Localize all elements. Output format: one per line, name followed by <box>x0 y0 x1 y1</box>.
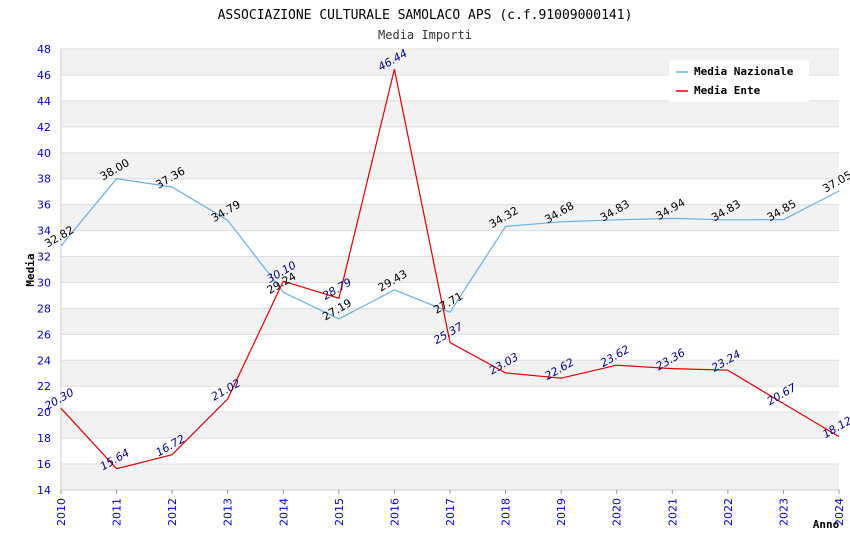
chart-subtitle: Media Importi <box>378 28 472 42</box>
x-tick-label: 2014 <box>277 498 290 526</box>
grid-band <box>61 256 839 283</box>
y-tick-label: 34 <box>37 225 51 238</box>
x-tick-label: 2024 <box>833 498 846 526</box>
y-tick-label: 20 <box>37 406 51 419</box>
y-tick-label: 46 <box>37 69 51 82</box>
y-tick-label: 32 <box>37 251 51 264</box>
y-tick-label: 14 <box>37 484 51 497</box>
series-line-media-nazionale <box>60 178 840 320</box>
y-tick-label: 44 <box>37 95 51 108</box>
y-tick-label: 38 <box>37 173 51 186</box>
grid-band <box>61 360 839 387</box>
x-tick-label: 2012 <box>166 498 179 526</box>
legend-label-media-ente: Media Ente <box>694 84 761 97</box>
x-tick-label: 2018 <box>500 498 513 526</box>
x-tick-label: 2022 <box>722 498 735 526</box>
y-tick-label: 40 <box>37 147 51 160</box>
legend-box <box>669 60 809 102</box>
y-axis-label: Media <box>24 253 37 286</box>
x-tick-label: 2019 <box>555 498 568 526</box>
x-tick-label: 2010 <box>55 498 68 526</box>
legend-label-media-nazionale: Media Nazionale <box>694 65 794 78</box>
grid-band <box>61 204 839 231</box>
y-tick-label: 22 <box>37 380 51 393</box>
x-tick-label: 2017 <box>444 498 457 526</box>
legend: Media Nazionale Media Ente <box>669 60 809 102</box>
grid-band <box>61 152 839 179</box>
y-tick-label: 26 <box>37 328 51 341</box>
y-tick-label: 30 <box>37 276 51 289</box>
grid-band <box>61 100 839 127</box>
x-tick-label: 2015 <box>333 498 346 526</box>
y-tick-label: 36 <box>37 199 51 212</box>
x-tick-label: 2023 <box>777 498 790 526</box>
y-tick-label: 48 <box>37 43 51 56</box>
y-tick-label: 18 <box>37 432 51 445</box>
grid-band <box>61 412 839 439</box>
y-tick-label: 28 <box>37 302 51 315</box>
chart-title: ASSOCIAZIONE CULTURALE SAMOLACO APS (c.f… <box>218 8 633 23</box>
y-tick-label: 42 <box>37 121 51 134</box>
x-axis-label: Anno <box>813 518 840 531</box>
x-tick-label: 2020 <box>611 498 624 526</box>
y-tick-label: 24 <box>37 354 51 367</box>
x-tick-label: 2011 <box>111 498 124 526</box>
series-line-media-ente <box>60 69 840 470</box>
y-tick-label: 16 <box>37 458 51 471</box>
x-tick-label: 2021 <box>666 498 679 526</box>
grid-band <box>61 464 839 490</box>
x-tick-label: 2016 <box>388 498 401 526</box>
x-tick-label: 2013 <box>222 498 235 526</box>
